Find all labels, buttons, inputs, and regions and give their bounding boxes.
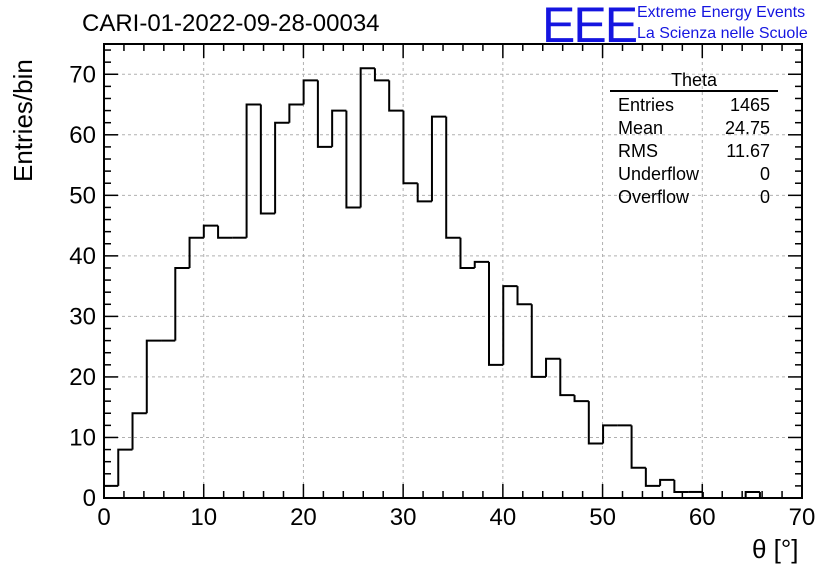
- stats-label: RMS: [618, 141, 658, 161]
- histogram-bin: [345, 110, 361, 209]
- y-tick-label: 0: [83, 485, 96, 512]
- stats-value: 11.67: [726, 141, 770, 161]
- histogram-bin: [217, 225, 233, 239]
- histogram-bin: [659, 478, 675, 486]
- histogram-bin: [245, 103, 261, 238]
- histogram-bin: [117, 448, 133, 486]
- x-tick-label: 30: [390, 504, 417, 531]
- histogram-bin: [316, 80, 333, 148]
- eee-logo: EEE: [542, 0, 638, 53]
- stats-label: Underflow: [618, 164, 700, 184]
- histogram-bin: [331, 109, 347, 147]
- histogram-bin: [174, 266, 190, 341]
- plot-frame: [103, 43, 803, 499]
- histogram-bin: [103, 484, 119, 498]
- grid-lines: [104, 44, 802, 498]
- y-tick-label: 70: [69, 61, 96, 88]
- stats-box-title: Theta: [610, 70, 778, 92]
- stats-row-entries: Entries 1465: [610, 94, 778, 117]
- histogram-bin: [188, 236, 204, 268]
- histogram-bin: [259, 104, 276, 215]
- histogram-bin: [430, 115, 447, 202]
- histogram-bin: [388, 80, 404, 112]
- stats-row-rms: RMS 11.67: [610, 140, 778, 163]
- histogram-bin: [530, 304, 547, 378]
- stats-value: 24.75: [724, 118, 770, 138]
- stats-label: Entries: [618, 95, 675, 115]
- histogram-bin: [416, 183, 432, 203]
- histogram-bin: [459, 237, 475, 269]
- histogram-bin: [402, 110, 418, 185]
- stats-row-mean: Mean 24.75: [610, 117, 778, 140]
- y-tick-label: 50: [69, 182, 96, 209]
- x-tick-label: 20: [290, 504, 317, 531]
- y-tick-label: 10: [69, 424, 96, 451]
- x-tick-label: 40: [490, 504, 517, 531]
- histogram-bin: [516, 286, 532, 306]
- histogram-bin: [202, 224, 219, 238]
- y-tick-label: 20: [69, 364, 96, 391]
- histogram-bin: [373, 68, 390, 82]
- brand-line-2: La Scienza nelle Scuole: [637, 25, 808, 42]
- histogram-bin: [487, 261, 504, 366]
- histogram-bin: [587, 401, 604, 445]
- histogram-bin: [473, 260, 489, 268]
- y-tick-label: 30: [69, 303, 96, 330]
- stats-row-overflow: Overflow 0: [610, 186, 778, 209]
- axes: 0 10 20 30 40 50 60 70 0 10 20 30 40 50 60 70: [69, 43, 816, 531]
- histogram-bin: [131, 412, 147, 450]
- x-tick-label: 10: [190, 504, 217, 531]
- histogram-bin: [274, 121, 290, 214]
- histogram-bin: [445, 116, 461, 239]
- x-tick-label: 50: [589, 504, 616, 531]
- histogram-bin: [573, 395, 589, 403]
- stats-box: Theta Entries 1465 Mean 24.75 RMS 11.67 …: [610, 70, 778, 209]
- x-axis-label: θ [°]: [752, 534, 799, 564]
- histogram-bin: [644, 467, 661, 487]
- histogram-bin: [602, 424, 618, 444]
- x-tick-label: 60: [689, 504, 716, 531]
- histogram-bin: [145, 339, 162, 414]
- y-tick-label: 60: [69, 122, 96, 149]
- stats-label: Mean: [618, 118, 664, 138]
- histogram-bin: [288, 103, 304, 123]
- y-tick-label: 40: [69, 243, 96, 270]
- histogram-bin: [545, 357, 561, 377]
- x-tick-label: 0: [97, 504, 110, 531]
- stats-value: 0: [759, 164, 770, 184]
- histogram-series: [103, 67, 761, 499]
- stats-label: Overflow: [618, 187, 690, 207]
- histogram-bin: [359, 67, 375, 208]
- histogram-bin: [502, 285, 518, 365]
- brand-line-1: Extreme Energy Events: [637, 4, 806, 21]
- y-axis-label: Entries/bin: [8, 59, 38, 182]
- histogram-bin: [673, 479, 689, 493]
- stats-row-underflow: Underflow 0: [610, 163, 778, 186]
- x-tick-label: 70: [789, 504, 816, 531]
- histogram-bin: [559, 358, 575, 397]
- histogram-bin: [302, 79, 318, 105]
- histogram-bin: [630, 425, 646, 469]
- chart-title: CARI-01-2022-09-28-00034: [82, 10, 380, 37]
- stats-value: 0: [759, 187, 770, 207]
- histogram-bin: [744, 490, 760, 498]
- stats-value: 1465: [729, 95, 770, 115]
